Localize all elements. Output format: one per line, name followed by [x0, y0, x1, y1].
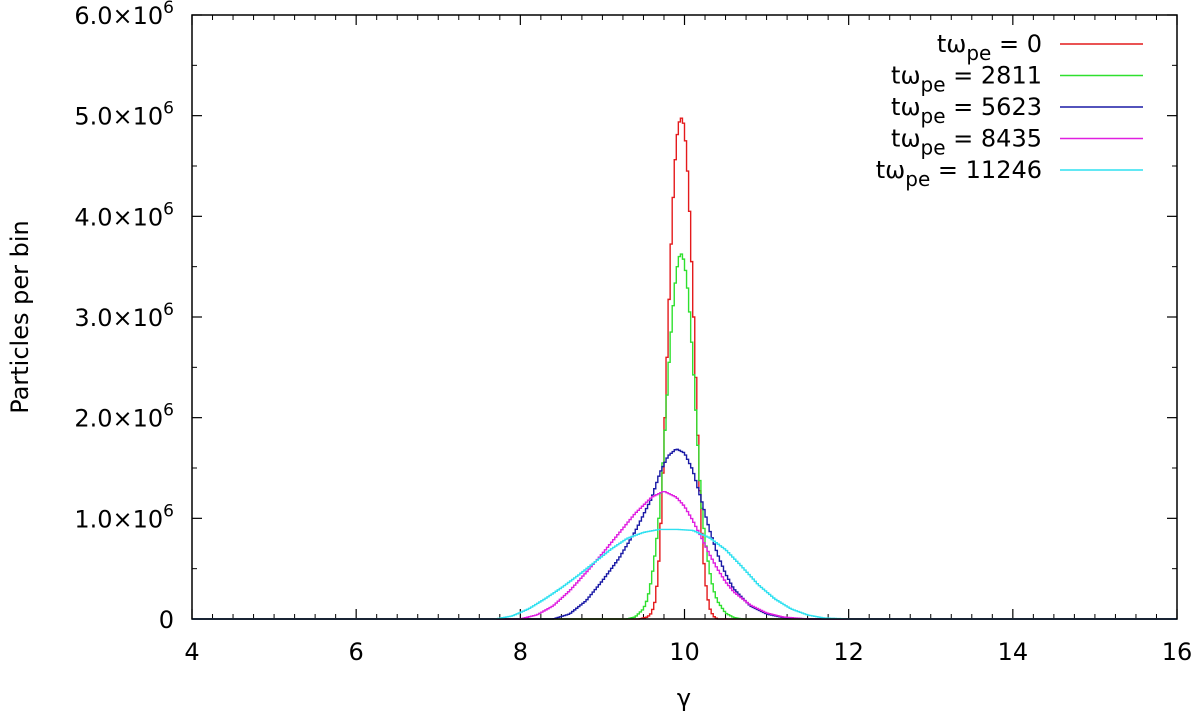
legend-label-prefix: tω	[891, 125, 921, 153]
x-tick-label: 10	[669, 638, 700, 666]
y-tick-label: 2.0×106	[74, 401, 174, 433]
y-tick-exponent: 6	[163, 99, 174, 119]
y-tick-label: 3.0×106	[74, 300, 174, 332]
tick-marks	[191, 14, 1178, 620]
y-tick-exponent: 6	[163, 300, 174, 320]
y-tick-mantissa: 6.0×10	[74, 2, 163, 30]
x-tick-label: 8	[513, 638, 528, 666]
y-tick-label: 0	[159, 606, 174, 634]
y-tick-exponent: 6	[163, 0, 174, 18]
y-tick-label: 1.0×106	[74, 501, 174, 533]
x-tick-label: 16	[1162, 638, 1193, 666]
x-tick-label: 4	[184, 638, 199, 666]
y-tick-exponent: 6	[163, 401, 174, 421]
y-tick-mantissa: 2.0×10	[74, 405, 163, 433]
legend-label-suffix: = 5623	[946, 93, 1042, 121]
legend-label-suffix: = 2811	[946, 62, 1042, 90]
legend-entry: tωpe = 11246	[876, 156, 1143, 191]
y-tick-exponent: 6	[163, 199, 174, 219]
y-tick-mantissa: 3.0×10	[74, 304, 163, 332]
legend-label: tωpe = 5623	[891, 93, 1042, 128]
legend-label-subscript: pe	[905, 167, 930, 191]
legend-label-subscript: pe	[966, 41, 991, 65]
y-axis-title: Particles per bin	[6, 220, 34, 413]
legend-label-subscript: pe	[921, 73, 946, 97]
legend-entry: tωpe = 5623	[891, 93, 1143, 128]
legend-entry: tωpe = 8435	[891, 125, 1143, 160]
legend-label-subscript: pe	[921, 104, 946, 128]
legend-label-suffix: = 8435	[946, 125, 1042, 153]
legend-entry: tωpe = 0	[937, 30, 1143, 65]
x-axis-title: γ	[677, 684, 691, 712]
legend-label: tωpe = 11246	[876, 156, 1042, 191]
legend-label-prefix: tω	[937, 30, 967, 58]
x-tick-label: 12	[833, 638, 864, 666]
x-tick-label: 6	[349, 638, 364, 666]
legend-label-subscript: pe	[921, 136, 946, 160]
y-tick-mantissa: 4.0×10	[74, 203, 163, 231]
y-tick-mantissa: 1.0×10	[74, 505, 163, 533]
x-tick-label: 14	[998, 638, 1029, 666]
legend-label: tωpe = 2811	[891, 62, 1042, 97]
legend-label: tωpe = 0	[937, 30, 1042, 65]
y-tick-label: 6.0×106	[74, 0, 174, 30]
y-tick-exponent: 6	[163, 501, 174, 521]
legend-label-prefix: tω	[891, 62, 921, 90]
legend-label-prefix: tω	[876, 156, 906, 184]
legend-entry: tωpe = 2811	[891, 62, 1143, 97]
y-tick-mantissa: 5.0×10	[74, 103, 163, 131]
y-tick-mantissa: 0	[159, 606, 174, 634]
legend-label: tωpe = 8435	[891, 125, 1042, 160]
y-tick-label: 5.0×106	[74, 99, 174, 131]
legend-label-prefix: tω	[891, 93, 921, 121]
legend-label-suffix: = 11246	[930, 156, 1042, 184]
legend-label-suffix: = 0	[991, 30, 1042, 58]
plot-frame	[191, 14, 1178, 620]
plot-background	[192, 15, 1177, 619]
y-tick-label: 4.0×106	[74, 199, 174, 231]
tick-labels: 4 6 8 10 12 14 1601.0×1062.0×1063.0×1064.0×106…	[74, 0, 1192, 666]
